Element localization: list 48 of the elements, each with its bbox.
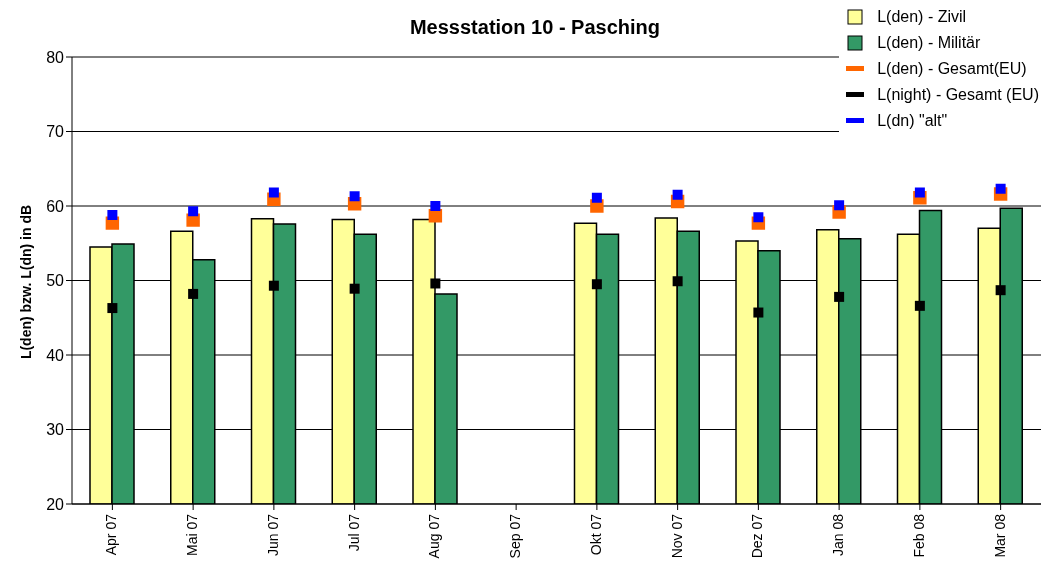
- point: [107, 209, 118, 220]
- point: [672, 189, 683, 200]
- y-tick-label: 80: [46, 48, 65, 66]
- point: [591, 279, 602, 290]
- x-tick-label: Jul 07: [345, 513, 362, 552]
- legend-label: L(night) - Gesamt (EU): [877, 86, 1039, 104]
- y-tick-label: 30: [46, 421, 65, 439]
- point: [914, 187, 925, 198]
- y-tick-label: 50: [46, 272, 65, 290]
- x-tick-label: Feb 08: [910, 513, 927, 558]
- point: [268, 280, 279, 291]
- x-tick-label: Apr 07: [103, 513, 120, 556]
- point: [753, 212, 764, 223]
- legend-label: L(den) - Zivil: [877, 8, 967, 26]
- point: [753, 307, 764, 318]
- x-tick-label: Jan 08: [830, 513, 847, 557]
- point: [268, 187, 279, 198]
- x-tick-label: Mai 07: [184, 513, 201, 557]
- x-tick-label: Sep 07: [507, 513, 524, 559]
- y-tick-label: 60: [46, 197, 65, 215]
- x-tick-label: Okt 07: [587, 513, 604, 556]
- point: [914, 300, 925, 311]
- point: [834, 200, 845, 211]
- point: [349, 191, 360, 202]
- x-tick-label: Dez 07: [749, 513, 766, 559]
- legend-label: L(den) - Militär: [877, 34, 981, 52]
- point: [591, 192, 602, 203]
- legend-label: L(dn) "alt": [877, 112, 948, 130]
- y-tick-label: 40: [46, 346, 65, 364]
- legend-label: L(den) - Gesamt(EU): [877, 60, 1027, 78]
- chart-title: Messstation 10 - Pasching: [408, 16, 662, 39]
- y-axis-title: L(den) bzw. L(dn) in dB: [18, 204, 34, 360]
- x-tick-label: Aug 07: [426, 513, 443, 559]
- point: [107, 303, 118, 314]
- y-tick-label: 70: [46, 123, 65, 141]
- point: [995, 183, 1006, 194]
- x-tick-label: Jun 07: [264, 513, 281, 557]
- point: [672, 276, 683, 287]
- point: [188, 288, 199, 299]
- x-tick-label: Nov 07: [668, 513, 685, 559]
- point: [995, 285, 1006, 296]
- point: [349, 283, 360, 294]
- x-tick-label: Mar 08: [991, 513, 1008, 558]
- point: [430, 201, 441, 211]
- point: [834, 291, 845, 302]
- y-tick-label: 20: [46, 495, 65, 513]
- point: [188, 206, 199, 217]
- point: [430, 278, 441, 289]
